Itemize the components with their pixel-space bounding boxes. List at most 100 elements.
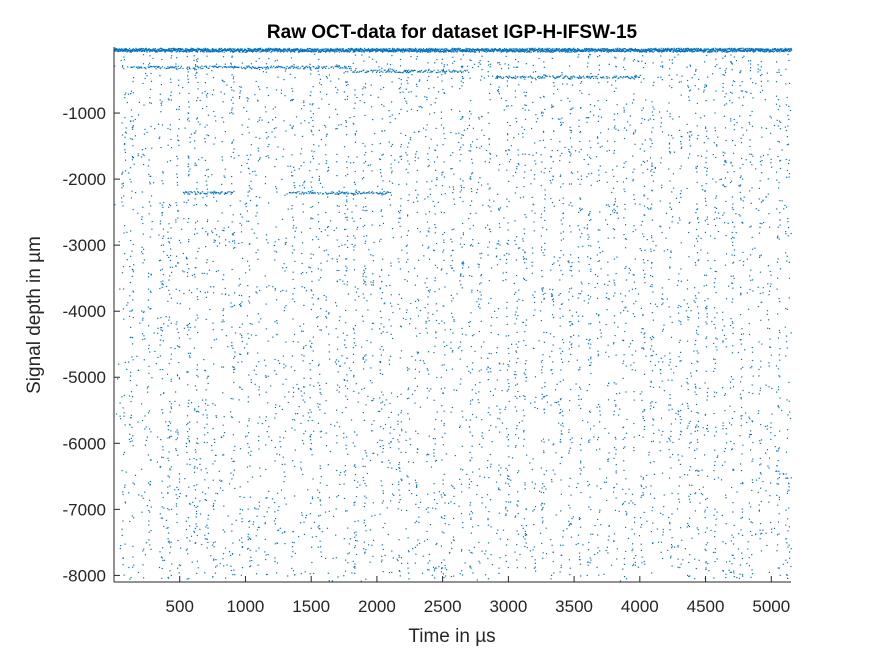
data-point [205, 526, 207, 528]
data-point [721, 49, 723, 51]
data-point [354, 89, 356, 91]
data-point [204, 572, 206, 574]
data-point [132, 209, 134, 211]
data-point [292, 551, 294, 553]
data-point [163, 392, 165, 394]
data-point [346, 374, 348, 376]
data-point [320, 84, 322, 86]
data-point [363, 548, 365, 550]
data-point [159, 220, 161, 222]
data-point [346, 134, 348, 136]
data-point [125, 48, 127, 50]
data-point [302, 48, 304, 50]
data-point [131, 426, 133, 428]
data-point [187, 119, 189, 121]
data-point [170, 205, 172, 207]
data-point [522, 50, 524, 52]
data-point [126, 51, 129, 53]
data-point [292, 227, 294, 229]
data-point [468, 49, 471, 52]
data-point [382, 428, 384, 430]
data-point [160, 67, 162, 69]
data-point [353, 107, 355, 109]
data-point [320, 308, 322, 310]
data-point [188, 50, 190, 52]
data-point [466, 69, 468, 71]
data-point [223, 175, 225, 177]
data-point [148, 344, 150, 346]
data-point [661, 50, 663, 52]
data-point [206, 195, 208, 197]
data-point [211, 49, 213, 51]
data-point [220, 191, 222, 193]
data-point [178, 51, 181, 53]
data-point [353, 181, 355, 183]
data-point [162, 412, 164, 414]
data-point [724, 50, 726, 52]
data-point [485, 49, 487, 51]
data-point [344, 385, 347, 387]
data-point [350, 67, 352, 70]
data-point [579, 76, 581, 78]
data-point [261, 66, 263, 68]
data-point [422, 71, 424, 73]
data-point [252, 51, 254, 53]
data-point [286, 49, 288, 52]
data-point [410, 48, 412, 50]
data-point [325, 154, 327, 156]
data-point [207, 432, 209, 434]
data-point [266, 239, 268, 241]
data-point [241, 336, 243, 338]
data-point [754, 50, 756, 52]
data-point [183, 51, 185, 53]
data-point [346, 161, 348, 163]
data-point [188, 120, 190, 122]
data-point [232, 306, 234, 308]
data-point [566, 49, 568, 51]
data-point [559, 51, 561, 53]
data-point [573, 47, 575, 49]
data-point [729, 47, 731, 49]
data-point [204, 174, 206, 177]
data-point [130, 138, 132, 140]
data-point [222, 56, 225, 58]
data-point [454, 48, 456, 50]
data-point [196, 51, 198, 53]
data-point [345, 347, 347, 349]
data-point [400, 143, 402, 146]
data-point [239, 448, 242, 450]
data-point [213, 65, 216, 67]
data-point [715, 51, 717, 53]
data-point [127, 66, 129, 68]
data-point [500, 75, 502, 78]
data-point [387, 191, 389, 193]
data-point [448, 50, 450, 53]
data-point [368, 49, 370, 51]
data-point [309, 191, 311, 193]
data-point [122, 564, 124, 566]
data-point [362, 458, 364, 460]
data-point [141, 191, 143, 193]
data-point [206, 538, 208, 540]
data-point [258, 66, 260, 68]
data-point [208, 51, 210, 53]
data-point [141, 149, 143, 151]
data-point [704, 48, 706, 50]
data-point [209, 49, 211, 51]
data-point [365, 83, 367, 85]
data-point [590, 50, 592, 52]
data-point [414, 50, 416, 52]
data-point [737, 49, 739, 51]
data-point [379, 439, 381, 441]
data-point [390, 426, 392, 428]
data-point [777, 48, 779, 50]
data-point [326, 260, 328, 262]
data-point [150, 431, 152, 433]
data-point [325, 400, 327, 402]
data-point [146, 50, 148, 52]
data-point [206, 124, 208, 126]
data-point [204, 292, 206, 294]
data-point [194, 228, 196, 230]
data-point [383, 48, 385, 50]
data-point [204, 534, 206, 536]
